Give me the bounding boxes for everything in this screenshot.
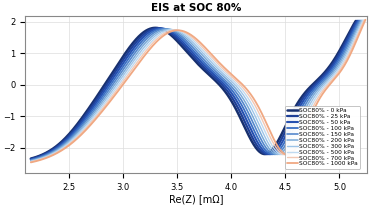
SOC80% - 50 kPa bbox=[226, 87, 230, 90]
SOC80% - 700 kPa bbox=[28, 161, 33, 163]
SOC80% - 300 kPa bbox=[191, 42, 196, 44]
SOC80% - 25 kPa bbox=[276, 144, 280, 147]
X-axis label: Re(Z) [mΩ]: Re(Z) [mΩ] bbox=[169, 194, 223, 204]
SOC80% - 0 kPa bbox=[176, 41, 180, 43]
SOC80% - 150 kPa bbox=[120, 70, 124, 72]
SOC80% - 0 kPa bbox=[112, 68, 117, 71]
SOC80% - 700 kPa bbox=[362, 19, 367, 21]
SOC80% - 200 kPa bbox=[122, 70, 126, 73]
SOC80% - 300 kPa bbox=[95, 110, 99, 112]
Line: SOC80% - 300 kPa: SOC80% - 300 kPa bbox=[31, 20, 362, 161]
SOC80% - 500 kPa bbox=[361, 19, 366, 21]
SOC80% - 700 kPa bbox=[197, 42, 201, 45]
Line: SOC80% - 200 kPa: SOC80% - 200 kPa bbox=[31, 20, 361, 161]
SOC80% - 200 kPa bbox=[285, 144, 290, 147]
SOC80% - 150 kPa bbox=[92, 109, 96, 112]
SOC80% - 25 kPa bbox=[178, 41, 183, 43]
SOC80% - 500 kPa bbox=[194, 42, 198, 45]
Line: SOC80% - 150 kPa: SOC80% - 150 kPa bbox=[31, 20, 360, 160]
SOC80% - 100 kPa bbox=[118, 69, 122, 72]
SOC80% - 300 kPa bbox=[262, 133, 266, 135]
SOC80% - 150 kPa bbox=[231, 87, 235, 90]
SOC80% - 300 kPa bbox=[124, 71, 128, 73]
SOC80% - 300 kPa bbox=[288, 144, 292, 147]
Line: SOC80% - 100 kPa: SOC80% - 100 kPa bbox=[31, 21, 359, 160]
SOC80% - 0 kPa bbox=[246, 132, 250, 135]
SOC80% - 150 kPa bbox=[358, 19, 362, 22]
SOC80% - 150 kPa bbox=[186, 41, 191, 44]
SOC80% - 25 kPa bbox=[114, 69, 118, 71]
SOC80% - 700 kPa bbox=[128, 71, 132, 74]
Line: SOC80% - 500 kPa: SOC80% - 500 kPa bbox=[31, 20, 363, 162]
SOC80% - 50 kPa bbox=[251, 132, 255, 135]
SOC80% - 1000 kPa bbox=[269, 133, 274, 136]
SOC80% - 700 kPa bbox=[242, 88, 246, 90]
SOC80% - 1000 kPa bbox=[99, 111, 104, 114]
SOC80% - 0 kPa bbox=[273, 144, 278, 147]
Line: SOC80% - 25 kPa: SOC80% - 25 kPa bbox=[31, 21, 357, 159]
SOC80% - 0 kPa bbox=[220, 87, 225, 89]
SOC80% - 25 kPa bbox=[354, 20, 359, 22]
SOC80% - 100 kPa bbox=[357, 19, 361, 22]
SOC80% - 1000 kPa bbox=[245, 88, 249, 91]
SOC80% - 500 kPa bbox=[126, 71, 130, 73]
Title: EIS at SOC 80%: EIS at SOC 80% bbox=[151, 4, 241, 14]
SOC80% - 100 kPa bbox=[91, 109, 95, 111]
SOC80% - 100 kPa bbox=[228, 87, 233, 90]
Line: SOC80% - 1000 kPa: SOC80% - 1000 kPa bbox=[31, 20, 366, 162]
SOC80% - 300 kPa bbox=[360, 19, 364, 21]
SOC80% - 100 kPa bbox=[28, 159, 33, 161]
SOC80% - 700 kPa bbox=[98, 111, 102, 113]
SOC80% - 150 kPa bbox=[256, 133, 260, 135]
SOC80% - 1000 kPa bbox=[363, 19, 368, 21]
Line: SOC80% - 50 kPa: SOC80% - 50 kPa bbox=[31, 21, 358, 160]
SOC80% - 1000 kPa bbox=[28, 161, 33, 164]
SOC80% - 200 kPa bbox=[259, 133, 263, 135]
SOC80% - 50 kPa bbox=[278, 144, 283, 147]
SOC80% - 100 kPa bbox=[184, 41, 188, 44]
SOC80% - 1000 kPa bbox=[130, 71, 134, 74]
SOC80% - 500 kPa bbox=[96, 110, 101, 113]
SOC80% - 200 kPa bbox=[28, 160, 33, 162]
SOC80% - 700 kPa bbox=[293, 144, 297, 147]
SOC80% - 500 kPa bbox=[290, 144, 295, 147]
SOC80% - 500 kPa bbox=[264, 133, 269, 136]
SOC80% - 50 kPa bbox=[28, 158, 33, 161]
SOC80% - 25 kPa bbox=[248, 132, 253, 135]
SOC80% - 0 kPa bbox=[28, 157, 33, 160]
SOC80% - 50 kPa bbox=[181, 41, 185, 43]
SOC80% - 700 kPa bbox=[267, 133, 271, 136]
SOC80% - 150 kPa bbox=[28, 159, 33, 162]
SOC80% - 50 kPa bbox=[116, 69, 121, 72]
SOC80% - 200 kPa bbox=[359, 19, 363, 22]
SOC80% - 200 kPa bbox=[234, 88, 238, 90]
Line: SOC80% - 0 kPa: SOC80% - 0 kPa bbox=[31, 21, 356, 159]
SOC80% - 25 kPa bbox=[223, 87, 227, 89]
SOC80% - 1000 kPa bbox=[199, 43, 204, 45]
Line: SOC80% - 700 kPa: SOC80% - 700 kPa bbox=[31, 20, 364, 162]
SOC80% - 25 kPa bbox=[88, 108, 92, 111]
SOC80% - 500 kPa bbox=[239, 88, 244, 90]
SOC80% - 300 kPa bbox=[236, 88, 241, 90]
SOC80% - 25 kPa bbox=[28, 158, 33, 160]
SOC80% - 50 kPa bbox=[89, 108, 94, 111]
SOC80% - 0 kPa bbox=[86, 108, 91, 110]
SOC80% - 100 kPa bbox=[253, 133, 258, 135]
SOC80% - 500 kPa bbox=[28, 160, 33, 163]
SOC80% - 300 kPa bbox=[28, 160, 33, 162]
SOC80% - 200 kPa bbox=[93, 110, 98, 112]
SOC80% - 150 kPa bbox=[283, 144, 287, 147]
Legend: SOC80% - 0 kPa, SOC80% - 25 kPa, SOC80% - 50 kPa, SOC80% - 100 kPa, SOC80% - 150: SOC80% - 0 kPa, SOC80% - 25 kPa, SOC80% … bbox=[285, 106, 360, 168]
SOC80% - 100 kPa bbox=[280, 144, 285, 147]
SOC80% - 50 kPa bbox=[356, 20, 360, 22]
SOC80% - 200 kPa bbox=[189, 42, 193, 44]
SOC80% - 1000 kPa bbox=[295, 145, 299, 147]
SOC80% - 0 kPa bbox=[353, 20, 358, 22]
